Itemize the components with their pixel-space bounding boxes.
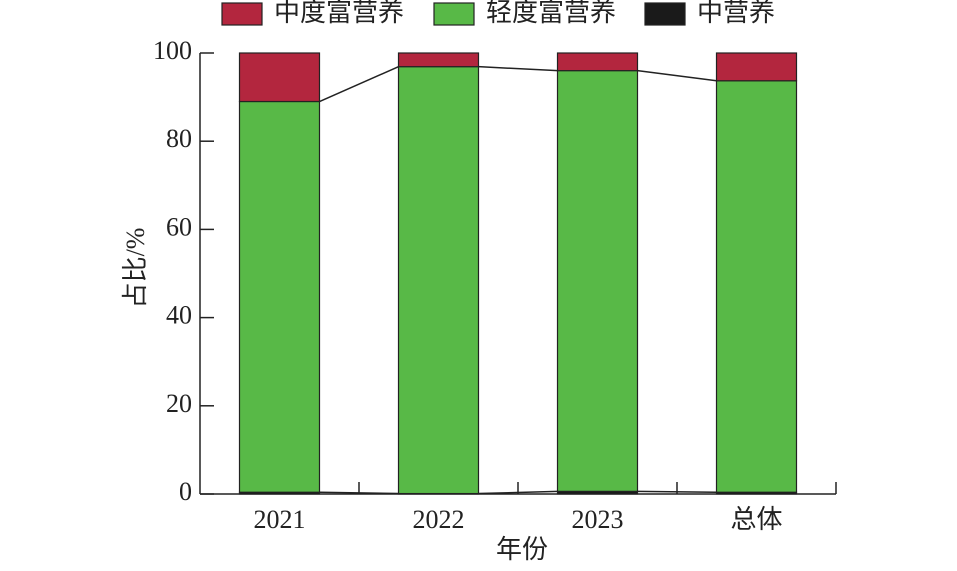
legend-swatch <box>433 2 475 26</box>
x-tick-label: 2023 <box>572 505 624 534</box>
y-tick-label: 0 <box>179 477 192 506</box>
bar-segment <box>238 52 321 103</box>
connector <box>478 490 558 495</box>
legend-swatch <box>221 2 263 26</box>
connector <box>478 65 558 72</box>
connector <box>637 490 717 493</box>
y-tick-label: 40 <box>166 301 192 330</box>
x-tick-label: 2021 <box>254 505 306 534</box>
connector <box>319 65 399 103</box>
bar-segment <box>397 52 480 68</box>
bar-segment <box>397 66 480 495</box>
legend-label: 中营养 <box>697 0 775 27</box>
y-tick-label: 100 <box>153 36 192 65</box>
y-tick-label: 20 <box>166 389 192 418</box>
y-tick-label: 60 <box>166 212 192 241</box>
y-tick-label: 80 <box>166 124 192 153</box>
x-tick-label: 2022 <box>413 505 465 534</box>
legend-label: 中度富营养 <box>274 0 404 27</box>
bar-segment <box>556 52 639 72</box>
y-axis-label: 占比/% <box>121 228 150 309</box>
x-tick-label: 总体 <box>730 505 782 534</box>
bar-segment <box>556 70 639 492</box>
connector <box>637 69 717 82</box>
legend-swatch <box>644 2 686 26</box>
x-axis-label: 年份 <box>496 535 548 564</box>
bar-segment <box>715 80 798 493</box>
legend-label: 轻度富营养 <box>486 0 616 27</box>
connector <box>319 491 399 495</box>
bar-segment <box>238 100 321 493</box>
bar-segment <box>715 52 798 82</box>
